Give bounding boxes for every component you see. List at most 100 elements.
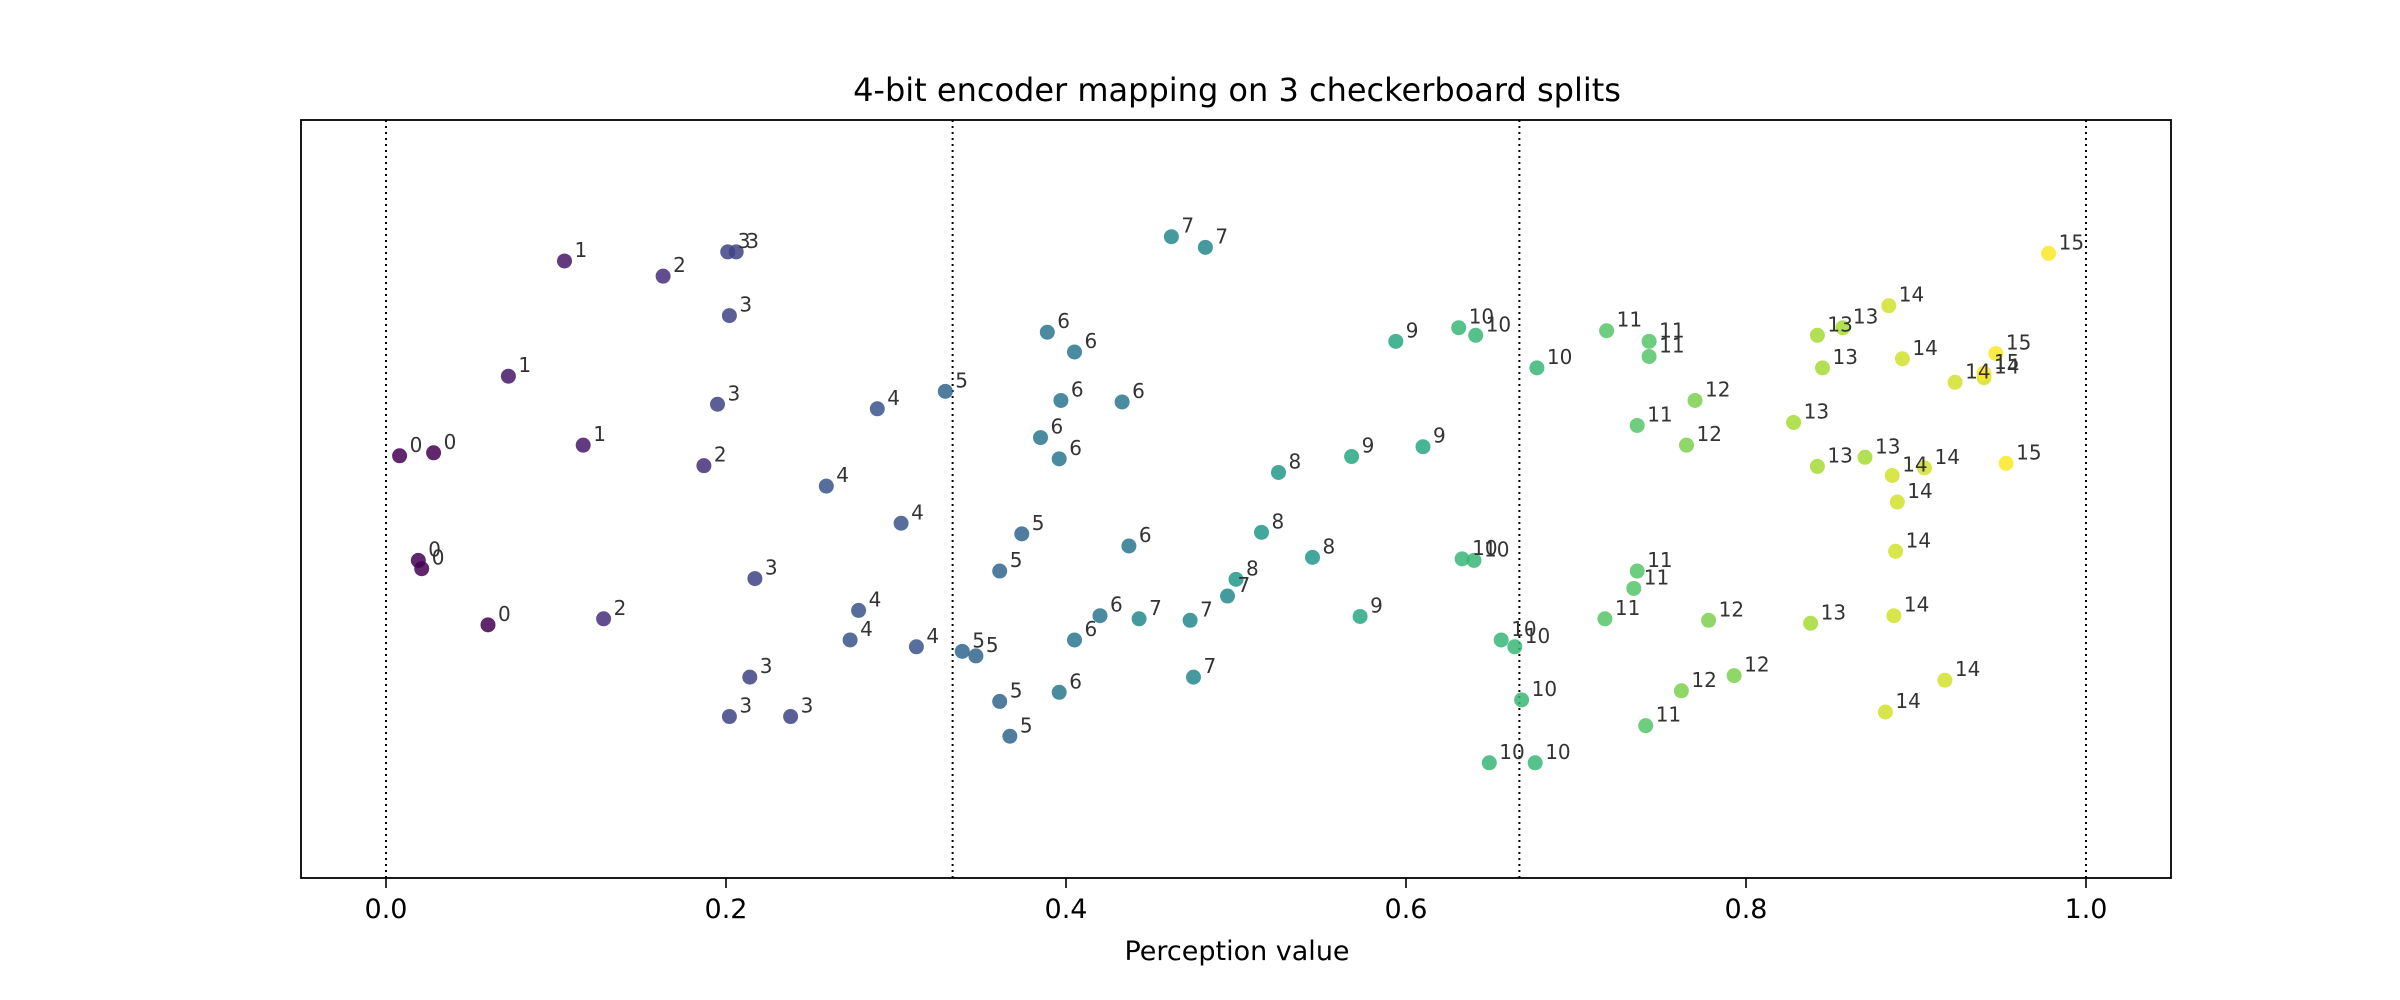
point-label: 11	[1647, 402, 1672, 426]
point-label: 13	[1875, 434, 1900, 458]
point-label: 13	[1821, 600, 1846, 624]
data-point	[869, 401, 885, 417]
point-label: 5	[972, 628, 985, 652]
point-label: 9	[1362, 434, 1375, 458]
point-label: 6	[1139, 523, 1152, 547]
data-point	[1468, 327, 1484, 343]
data-point	[1679, 437, 1694, 453]
data-point	[1894, 351, 1910, 367]
point-label: 13	[1827, 443, 1852, 467]
point-label: 9	[1370, 593, 1383, 617]
data-point	[1053, 392, 1069, 408]
point-label: 10	[1532, 677, 1557, 701]
point-label: 6	[1085, 617, 1098, 641]
data-point	[1599, 323, 1615, 339]
point-label: 12	[1691, 668, 1716, 692]
point-label: 3	[739, 293, 752, 317]
point-label: 4	[869, 587, 882, 611]
data-point	[1451, 320, 1467, 336]
point-label: 6	[1132, 379, 1145, 403]
data-point	[783, 709, 799, 725]
data-point	[893, 515, 909, 531]
point-label: 4	[860, 617, 873, 641]
point-label: 7	[1181, 214, 1194, 238]
point-label: 6	[1057, 309, 1070, 333]
data-point	[655, 268, 671, 284]
point-label: 0	[498, 602, 511, 626]
data-point	[1857, 449, 1873, 465]
point-label: 11	[1644, 565, 1669, 589]
data-point	[1254, 524, 1269, 540]
point-label: 15	[2016, 440, 2041, 464]
point-label: 11	[1617, 308, 1642, 332]
point-label: 13	[1827, 312, 1852, 336]
point-label: 4	[926, 624, 939, 648]
data-point	[1352, 608, 1368, 624]
point-label: 3	[760, 654, 773, 678]
point-label: 5	[1032, 511, 1045, 535]
data-point	[1998, 455, 2014, 471]
point-label: 14	[1935, 445, 1960, 469]
data-point	[937, 383, 953, 399]
data-point	[1067, 344, 1082, 360]
data-point	[1673, 683, 1689, 699]
data-point	[1629, 563, 1645, 579]
data-point	[1803, 615, 1819, 631]
point-label: 3	[765, 556, 778, 580]
point-label: 6	[1069, 669, 1082, 693]
point-label: 2	[714, 443, 727, 467]
data-point	[1131, 611, 1147, 627]
data-point	[1388, 333, 1404, 349]
data-point	[426, 445, 442, 461]
data-point	[1121, 538, 1137, 554]
data-point	[557, 253, 572, 269]
data-point	[1701, 612, 1717, 628]
point-label: 3	[738, 229, 751, 253]
point-label: 1	[518, 353, 531, 377]
point-label: 3	[746, 229, 759, 253]
data-point	[742, 669, 758, 685]
data-point	[1092, 608, 1108, 624]
point-label: 14	[1906, 528, 1931, 552]
data-point	[1197, 239, 1213, 255]
plot-frame	[300, 119, 2172, 879]
data-point	[992, 563, 1008, 579]
data-point	[851, 602, 867, 618]
point-label: 1	[575, 238, 588, 262]
data-point	[1641, 333, 1657, 349]
data-point	[721, 709, 737, 725]
data-point	[1877, 704, 1893, 720]
point-label: 10	[1511, 617, 1536, 641]
data-point	[1809, 458, 1825, 474]
data-point	[1529, 360, 1545, 376]
point-label: 13	[1804, 399, 1829, 423]
point-label: 5	[1010, 548, 1023, 572]
point-label: 10	[1486, 312, 1511, 336]
point-label: 10	[1472, 536, 1497, 560]
data-point	[1514, 692, 1530, 708]
point-label: 14	[1955, 657, 1980, 681]
point-label: 13	[1853, 305, 1878, 329]
point-label: 10	[1547, 345, 1572, 369]
point-label: 14	[1965, 359, 1990, 383]
data-point	[1493, 632, 1509, 648]
data-point	[1454, 551, 1470, 567]
point-label: 6	[1071, 377, 1084, 401]
data-point	[1786, 414, 1802, 430]
x-axis-label: Perception value	[1124, 936, 1349, 967]
point-label: 14	[1994, 355, 2019, 379]
point-label: 9	[1433, 424, 1446, 448]
data-point	[1182, 612, 1198, 628]
data-point	[728, 244, 744, 260]
point-label: 8	[1272, 509, 1285, 533]
data-point	[1051, 684, 1067, 700]
data-point	[1466, 552, 1482, 568]
point-label: 5	[1020, 713, 1033, 737]
data-point	[908, 639, 924, 655]
data-point	[1815, 360, 1830, 376]
point-label: 6	[1085, 329, 1098, 353]
data-point	[2041, 245, 2057, 261]
point-label: 11	[1659, 318, 1684, 342]
point-label: 14	[1899, 283, 1924, 307]
point-label: 3	[801, 694, 814, 718]
